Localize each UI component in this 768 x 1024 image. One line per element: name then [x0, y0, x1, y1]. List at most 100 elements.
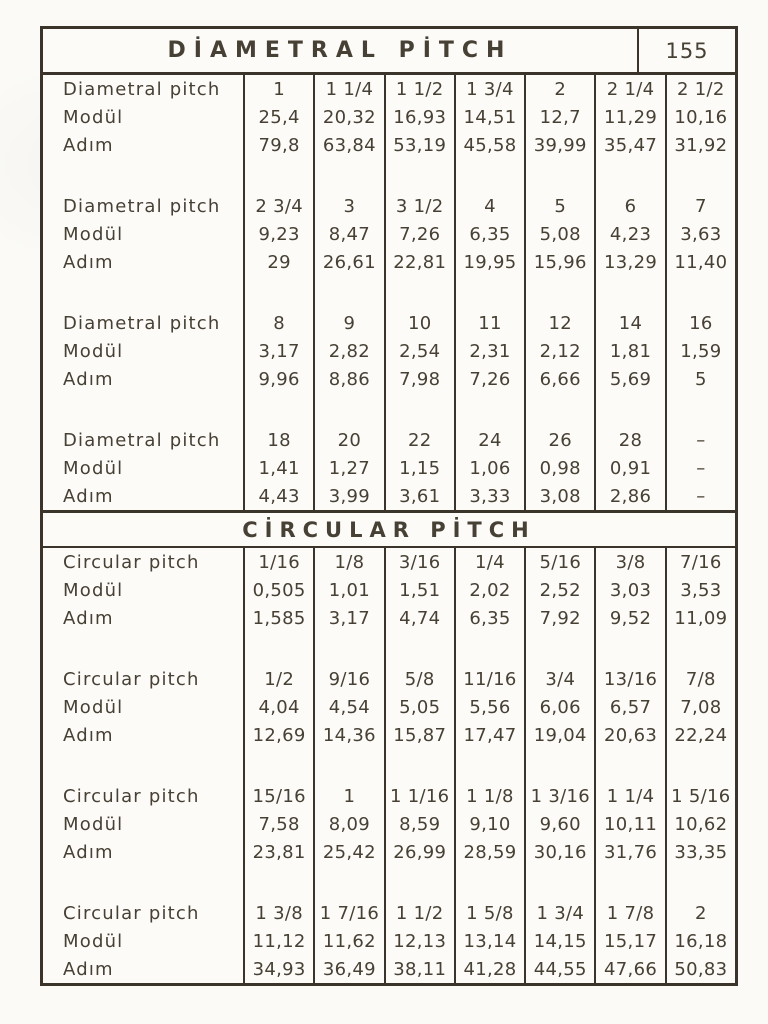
table-cell: 30,16 — [524, 838, 594, 866]
table-cell: 2 — [524, 75, 594, 103]
table-cell: 1,59 — [664, 337, 735, 365]
table-cell: 7,58 — [243, 810, 313, 838]
table-cell: 1 — [243, 75, 313, 103]
table-cell: 1 5/16 — [664, 782, 735, 810]
row-label: Adım — [63, 607, 114, 629]
table-cell: 1 5/8 — [453, 899, 524, 927]
table-cell: 9,23 — [243, 220, 313, 248]
table-cell: 2,54 — [383, 337, 454, 365]
table-cell: – — [664, 482, 735, 510]
table-cell: 38,11 — [383, 955, 454, 983]
table-cell: 16,93 — [383, 103, 454, 131]
table-cell: 1 1/16 — [383, 782, 454, 810]
table-cell: 3,17 — [243, 337, 313, 365]
table-cell: 13/16 — [594, 665, 664, 693]
spacer-cell — [43, 632, 243, 665]
diametral-pitch-section-title: DİAMETRAL PİTCH — [167, 38, 513, 63]
table-cell: 2,31 — [453, 337, 524, 365]
table-cell: 17,47 — [453, 721, 524, 749]
table-cell: 3,17 — [313, 604, 383, 632]
table-cell: 14,15 — [524, 927, 594, 955]
table-cell: – — [664, 426, 735, 454]
table-cell: 34,93 — [243, 955, 313, 983]
table-cell: 5/16 — [524, 548, 594, 576]
spacer-cell — [243, 159, 313, 192]
spacer-cell — [664, 632, 735, 665]
spacer-cell — [243, 749, 313, 782]
circular-pitch-section-body: Circular pitch 1/16 1/8 3/16 1/4 5/16 3/8 7/16 M… — [43, 548, 735, 983]
table-cell: 4,74 — [383, 604, 454, 632]
table-cell: 8,59 — [383, 810, 454, 838]
table-cell: 12,7 — [524, 103, 594, 131]
table-cell: 18 — [243, 426, 313, 454]
table-cell: 1,51 — [383, 576, 454, 604]
spacer-cell — [524, 866, 594, 899]
table-cell: 3,61 — [383, 482, 454, 510]
spacer-cell — [594, 276, 664, 309]
table-cell: 19,04 — [524, 721, 594, 749]
table-cell: 6,35 — [453, 220, 524, 248]
table-cell: 4,43 — [243, 482, 313, 510]
table-cell: 25,4 — [243, 103, 313, 131]
table-cell: 7/8 — [664, 665, 735, 693]
table-cell: 6,35 — [453, 604, 524, 632]
table-cell: 7/16 — [664, 548, 735, 576]
table-cell: 5/8 — [383, 665, 454, 693]
table-cell: 2,86 — [594, 482, 664, 510]
spacer-cell — [594, 749, 664, 782]
table-cell: 23,81 — [243, 838, 313, 866]
table-cell: 1,81 — [594, 337, 664, 365]
table-cell: 0,98 — [524, 454, 594, 482]
row-label: Diametral pitch — [63, 195, 221, 217]
table-cell: 9,10 — [453, 810, 524, 838]
table-cell: 5,05 — [383, 693, 454, 721]
table-cell: 7,92 — [524, 604, 594, 632]
table-cell: 22,24 — [664, 721, 735, 749]
table-cell: 11,09 — [664, 604, 735, 632]
spacer-cell — [43, 393, 243, 426]
table-cell: 5 — [664, 365, 735, 393]
row-label: Circular pitch — [63, 785, 200, 807]
spacer-cell — [313, 866, 383, 899]
table-cell: 39,99 — [524, 131, 594, 159]
row-label: Modül — [63, 223, 124, 245]
page-number: 155 — [637, 29, 735, 72]
spacer-cell — [43, 159, 243, 192]
spacer-cell — [383, 632, 454, 665]
table-cell: 4 — [453, 192, 524, 220]
table-cell: 11,62 — [313, 927, 383, 955]
table-cell: 4,23 — [594, 220, 664, 248]
table-cell: 5 — [524, 192, 594, 220]
table-cell: 2 1/4 — [594, 75, 664, 103]
table-cell: 35,47 — [594, 131, 664, 159]
table-cell: 1 1/8 — [453, 782, 524, 810]
table-cell: 3,03 — [594, 576, 664, 604]
table-cell: 3 1/2 — [383, 192, 454, 220]
table-cell: 6 — [594, 192, 664, 220]
table-cell: 4,04 — [243, 693, 313, 721]
table-cell: 14,36 — [313, 721, 383, 749]
row-label: Modül — [63, 579, 124, 601]
table-cell: 1/16 — [243, 548, 313, 576]
table-cell: 9,52 — [594, 604, 664, 632]
spacer-cell — [453, 749, 524, 782]
spacer-cell — [313, 749, 383, 782]
table-cell: 8,47 — [313, 220, 383, 248]
row-label: Modül — [63, 340, 124, 362]
table-cell: 2 3/4 — [243, 192, 313, 220]
table-cell: 26 — [524, 426, 594, 454]
table-cell: 3/4 — [524, 665, 594, 693]
spacer-cell — [524, 393, 594, 426]
table-cell: 5,08 — [524, 220, 594, 248]
spacer-cell — [664, 393, 735, 426]
table-cell: 1,27 — [313, 454, 383, 482]
table-cell: 25,42 — [313, 838, 383, 866]
table-cell: 3,63 — [664, 220, 735, 248]
table-cell: 3,99 — [313, 482, 383, 510]
table-cell: 31,76 — [594, 838, 664, 866]
table-cell: 9,60 — [524, 810, 594, 838]
table-cell: – — [664, 454, 735, 482]
table-cell: 15,96 — [524, 248, 594, 276]
row-label: Adım — [63, 368, 114, 390]
row-label: Adım — [63, 958, 114, 980]
